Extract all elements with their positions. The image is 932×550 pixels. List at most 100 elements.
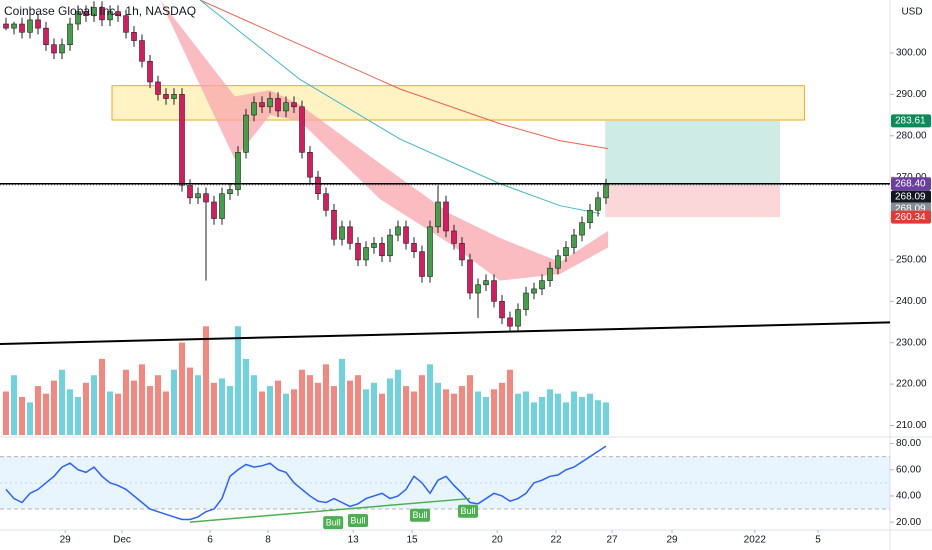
x-tick-label: 27 [606, 535, 618, 546]
rsi-tick-label: 20.00 [896, 517, 921, 528]
volume-bar [371, 382, 377, 435]
volume-bar [123, 369, 129, 435]
volume-bar [163, 391, 169, 435]
candle-body [211, 201, 217, 219]
candle-body [275, 98, 281, 112]
candle-body [283, 102, 289, 112]
price-label: 268.09 [895, 192, 926, 203]
candle-body [27, 19, 33, 33]
candle-body [547, 267, 553, 281]
y-tick-label: 230.00 [896, 337, 927, 348]
candle-body [123, 15, 129, 33]
volume-bar [107, 391, 113, 435]
candle-body [243, 114, 249, 153]
volume-bar [283, 393, 289, 435]
candle-body [187, 185, 193, 199]
candle-body [227, 189, 233, 195]
volume-bar [595, 400, 601, 435]
volume-bar [51, 380, 57, 435]
volume-bar [427, 364, 433, 435]
currency-label: USD [901, 7, 922, 18]
volume-bar [515, 393, 521, 435]
candle-body [131, 31, 137, 41]
candle-body [595, 197, 601, 211]
volume-bar [179, 342, 185, 435]
chart-title: Coinbase Global, Inc., 1h, NASDAQ [4, 4, 196, 18]
moving-average [199, 0, 609, 150]
price-label: 268.09 [895, 204, 926, 215]
volume-bar [323, 364, 329, 435]
x-tick-label: 8 [265, 535, 271, 546]
candle-body [99, 7, 105, 21]
volume-bar [419, 375, 425, 435]
target-area [605, 120, 780, 186]
candle-body [339, 226, 345, 240]
volume-bar [307, 375, 313, 435]
candle-body [475, 284, 481, 294]
volume-bar [547, 389, 553, 435]
candle-body [555, 255, 561, 269]
candle-body [571, 234, 577, 248]
candle-body [11, 23, 17, 29]
candle-body [75, 11, 81, 25]
candle-body [3, 23, 9, 29]
trendline [0, 321, 891, 345]
main-layer: Bull Bull Bull Bull [0, 0, 891, 530]
axis-layer: 210.00220.00230.00240.00250.00260.00270.… [60, 48, 931, 546]
x-tick-label: 29 [666, 535, 678, 546]
volume-bar [139, 364, 145, 435]
candle-body [115, 11, 121, 17]
volume-bar [83, 382, 89, 435]
volume-bar [219, 378, 225, 435]
candle-body [515, 309, 521, 327]
x-tick-label: 2022 [744, 535, 767, 546]
volume-bar [411, 391, 417, 435]
volume-bar [387, 378, 393, 435]
ma-ribbon [160, 0, 608, 281]
volume-bar [379, 393, 385, 435]
bull-label: Bull [350, 515, 365, 525]
volume-bar [315, 382, 321, 435]
volume-bar [459, 386, 465, 435]
x-tick-label: 22 [550, 535, 562, 546]
candle-body [499, 301, 505, 319]
candle-body [355, 243, 361, 261]
y-tick-label: 220.00 [896, 379, 927, 390]
candle-body [523, 292, 529, 310]
y-tick-label: 290.00 [896, 89, 927, 100]
price-label-box [891, 210, 931, 224]
candle-body [291, 102, 297, 108]
volume-bar [67, 389, 73, 435]
volume-bar [355, 375, 361, 435]
x-tick-label: 5 [815, 535, 821, 546]
volume-bar [507, 369, 513, 435]
candle-body [235, 152, 241, 190]
volume-bar [299, 369, 305, 435]
volume-bar [347, 380, 353, 435]
volume-bar [11, 375, 17, 435]
volume-bar [539, 396, 545, 435]
candle-body [91, 7, 97, 17]
candle-body [83, 11, 89, 17]
candle-body [435, 201, 441, 228]
x-tick-label: 20 [492, 535, 504, 546]
volume-bar [131, 380, 137, 435]
candle-body [307, 152, 313, 178]
volume-bar [27, 402, 33, 435]
candle-body [411, 243, 417, 252]
bull-badge [458, 504, 478, 518]
volume-bar [339, 358, 345, 435]
volume-bar [251, 375, 257, 435]
rsi-tick-label: 40.00 [896, 491, 921, 502]
candle-body [587, 209, 593, 223]
candle-body [251, 102, 257, 116]
volume-bar [3, 391, 9, 435]
candle-body [267, 98, 273, 108]
candle-body [259, 102, 265, 108]
bull-badge [323, 516, 344, 530]
volume-bar [211, 382, 217, 435]
candle-body [331, 209, 337, 240]
moving-average [199, 0, 601, 215]
candle-body [491, 280, 497, 302]
